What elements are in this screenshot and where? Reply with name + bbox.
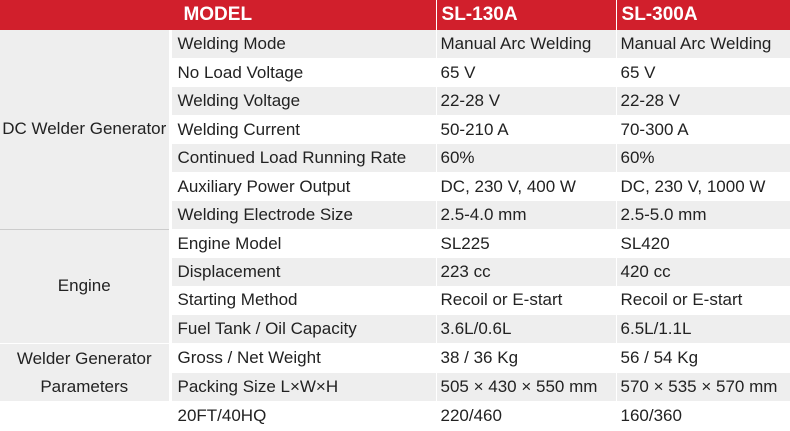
param-label: Fuel Tank / Oil Capacity [170,314,437,344]
sl-130a-value: SL225 [436,229,617,259]
sl-300a-value: 6.5L/1.1L [616,314,790,344]
spec-row: 20FT/40HQ 220/460 160/360 [0,401,790,431]
spec-row: Displacement 223 cc 420 cc [0,257,790,287]
param-label: 20FT/40HQ [170,401,437,431]
group-label: Welder Generator Parameters [0,343,172,403]
sl-130a-value: 3.6L/0.6L [436,314,617,344]
spec-row: No Load Voltage 65 V 65 V [0,58,790,88]
spec-row: Starting Method Recoil or E-start Recoil o… [0,286,790,316]
param-label: Continued Load Running Rate [170,143,437,173]
spec-row: Packing Size L×W×H 505 × 430 × 550 mm 570 … [0,372,790,403]
spec-row: Welding Voltage 22-28 V 22-28 V [0,86,790,116]
spec-row: Auxiliary Power Output DC, 230 V, 400 W DC… [0,172,790,202]
spec-row: Engine Engine Model SL225 SL420 [0,229,790,344]
sl-300a-value: 420 cc [616,257,790,287]
sl-300a-value: 570 × 535 × 570 mm [616,372,790,403]
sl-300a-value: Manual Arc Welding [616,30,790,59]
spec-row: Welder Generator Parameters Gross / Net W… [0,343,790,403]
spec-row: Welding Current 50-210 A 70-300 A [0,115,790,145]
sl-300a-value: 70-300 A [616,115,790,145]
sl-300a-value: SL420 [616,229,790,259]
group-label [0,401,172,431]
sl-300a-value: 56 / 54 Kg [616,343,790,374]
spec-row: Fuel Tank / Oil Capacity 3.6L/0.6L 6.5L/1.… [0,314,790,344]
sl-130a-value: 38 / 36 Kg [436,343,617,374]
sl-300a-value: Recoil or E-start [616,286,790,316]
group-label: DC Welder Generator [0,30,172,230]
sl-130a-value: DC, 230 V, 400 W [436,172,617,202]
sl-300a-value: 65 V [616,58,790,88]
sl-130a-value: 60% [436,143,617,173]
param-label: Starting Method [170,286,437,316]
sl-300a-header: SL-300A [616,0,790,30]
sl-300a-value: 160/360 [616,401,790,431]
spec-row: Welding Electrode Size 2.5-4.0 mm 2.5-5.0 … [0,200,790,230]
param-label: Welding Electrode Size [170,200,437,230]
sl-130a-value: 2.5-4.0 mm [436,200,617,230]
sl-300a-value: 22-28 V [616,86,790,116]
param-label: Engine Model [170,229,437,259]
param-label: Displacement [170,257,437,287]
sl-130a-value: Recoil or E-start [436,286,617,316]
param-label: Welding Mode [170,30,437,59]
param-label: Welding Current [170,115,437,145]
group-label: Engine [0,229,172,344]
header-row: MODEL SL-130A SL-300A [0,0,790,30]
sl-130a-value: 65 V [436,58,617,88]
param-label: Gross / Net Weight [170,343,437,374]
model-header: MODEL [0,0,437,30]
sl-300a-value: 2.5-5.0 mm [616,200,790,230]
sl-130a-value: 223 cc [436,257,617,287]
sl-130a-value: 505 × 430 × 550 mm [436,372,617,403]
sl-130a-value: 22-28 V [436,86,617,116]
param-label: Welding Voltage [170,86,437,116]
sl-130a-value: Manual Arc Welding [436,30,617,59]
sl-130a-value: 220/460 [436,401,617,431]
spec-body: DC Welder Generator Welding Mode Manual Ar… [0,30,790,431]
sl-130a-value: 50-210 A [436,115,617,145]
spec-row: DC Welder Generator Welding Mode Manual Ar… [0,30,790,230]
sl-300a-value: 60% [616,143,790,173]
param-label: Packing Size L×W×H [170,372,437,403]
param-label: Auxiliary Power Output [170,172,437,202]
sl-300a-value: DC, 230 V, 1000 W [616,172,790,202]
param-label: No Load Voltage [170,58,437,88]
spec-row: Continued Load Running Rate 60% 60% [0,143,790,173]
sl-130a-header: SL-130A [436,0,617,30]
